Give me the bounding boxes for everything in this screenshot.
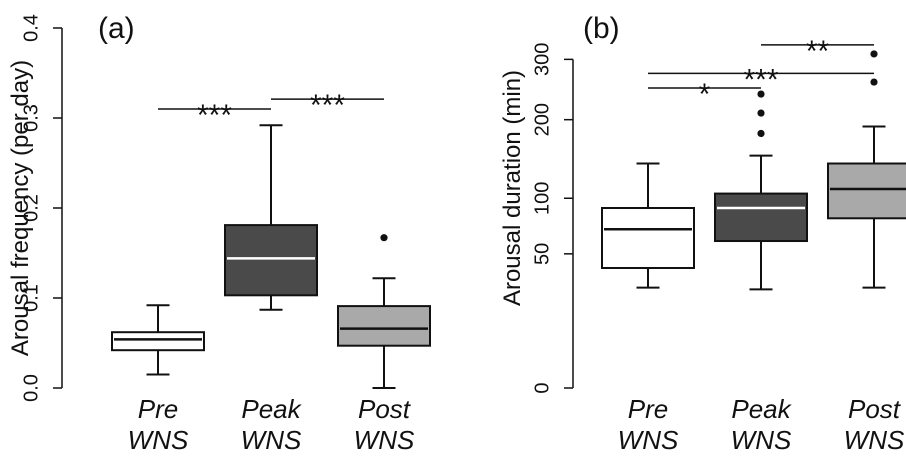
panel-b-significance-label: * [699, 78, 711, 111]
panel-b-label: (b) [583, 12, 620, 45]
panel-b-category-label-line2: WNS [618, 425, 679, 455]
panel-b-category-label-line2: WNS [844, 425, 905, 455]
panel-b-y-tick-label: 200 [531, 103, 553, 136]
panel-a-category-label-line1: Pre [138, 394, 178, 424]
panel-a-category-label-line1: Post [358, 394, 412, 424]
panel-b-y-tick-label: 300 [531, 43, 553, 76]
panel-a-box [337, 305, 431, 347]
panel-a-category-label-line2: WNS [241, 425, 302, 455]
panel-a-label: (a) [98, 12, 135, 45]
panel-b-y-tick-label: 50 [531, 243, 553, 265]
panel-a-y-tick-label: 0.2 [20, 194, 42, 222]
panel-a-y-tick-label: 0.1 [20, 284, 42, 312]
panel-a-y-tick-label: 0.4 [20, 14, 42, 42]
panel-a-y-tick-label: 0.0 [20, 374, 42, 402]
panel-a-category-label-line1: Peak [241, 394, 302, 424]
panel-a-box [224, 224, 318, 297]
panel-a-y-tick-label: 0.3 [20, 104, 42, 132]
panel-a-box [111, 331, 205, 352]
panel-a-y-axis-title: Arousal frequency (per day) [7, 60, 34, 356]
panel-b-outlier-point [757, 129, 765, 138]
panel-a-category-label-line2: WNS [354, 425, 415, 455]
panel-b-box [827, 162, 906, 220]
panel-b-outlier-point [757, 109, 765, 117]
panel-b-box [714, 192, 808, 243]
panel-b-category-label-line1: Pre [628, 394, 668, 424]
panel-b-outlier-point [870, 78, 878, 86]
panel-a-category-label-line2: WNS [128, 425, 189, 455]
panel-b-y-axis-title: Arousal duration (min) [499, 70, 526, 306]
panel-a-outlier-point [380, 234, 388, 242]
panel-b-significance-label: *** [743, 63, 778, 96]
panel-b-outlier-point [870, 50, 878, 58]
panel-b-category-label-line1: Post [848, 394, 902, 424]
panel-b-outlier-point [757, 90, 765, 98]
panel-b-y-tick-label: 100 [531, 182, 553, 215]
panel-b-box [601, 207, 695, 269]
panel-b-significance-label: ** [806, 35, 830, 68]
panel-a-significance-label: *** [310, 89, 345, 122]
panel-b-category-label-line2: WNS [731, 425, 792, 455]
panel-b-y-tick-label: 0 [531, 382, 553, 393]
panel-b-category-label-line1: Peak [731, 394, 792, 424]
panel-a-significance-label: *** [197, 99, 232, 132]
